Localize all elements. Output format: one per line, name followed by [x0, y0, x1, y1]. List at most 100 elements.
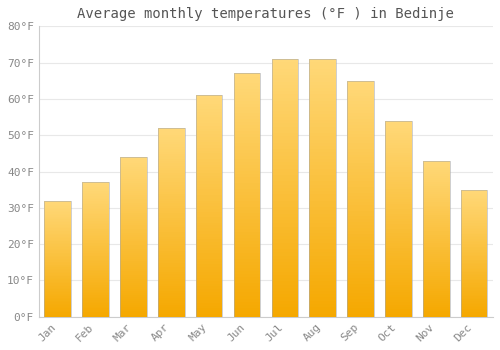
Bar: [158, 135, 184, 138]
Bar: [385, 256, 411, 258]
Bar: [120, 207, 146, 209]
Bar: [385, 189, 411, 192]
Bar: [310, 310, 336, 314]
Bar: [423, 217, 450, 219]
Bar: [82, 209, 109, 211]
Bar: [196, 201, 222, 203]
Bar: [158, 234, 184, 237]
Bar: [310, 59, 336, 62]
Bar: [158, 260, 184, 262]
Bar: [234, 314, 260, 317]
Bar: [234, 119, 260, 122]
Bar: [348, 166, 374, 169]
Bar: [272, 223, 298, 226]
Bar: [196, 189, 222, 192]
Bar: [82, 296, 109, 298]
Bar: [461, 309, 487, 310]
Bar: [196, 228, 222, 231]
Bar: [385, 123, 411, 126]
Bar: [234, 140, 260, 143]
Bar: [461, 315, 487, 317]
Bar: [44, 208, 71, 209]
Bar: [272, 204, 298, 207]
Bar: [385, 285, 411, 287]
Bar: [461, 291, 487, 293]
Bar: [423, 211, 450, 214]
Bar: [158, 215, 184, 218]
Bar: [385, 121, 411, 123]
Bar: [272, 69, 298, 72]
Bar: [196, 295, 222, 298]
Bar: [310, 246, 336, 249]
Bar: [272, 197, 298, 201]
Bar: [423, 204, 450, 205]
Bar: [385, 236, 411, 238]
Bar: [158, 206, 184, 208]
Bar: [234, 280, 260, 284]
Bar: [158, 230, 184, 232]
Bar: [272, 159, 298, 162]
Bar: [44, 234, 71, 236]
Bar: [310, 275, 336, 278]
Bar: [234, 207, 260, 210]
Bar: [348, 81, 374, 317]
Bar: [158, 246, 184, 248]
Bar: [348, 267, 374, 270]
Bar: [385, 197, 411, 199]
Bar: [385, 177, 411, 180]
Bar: [158, 220, 184, 222]
Bar: [120, 185, 146, 187]
Bar: [120, 209, 146, 211]
Bar: [385, 170, 411, 172]
Bar: [234, 229, 260, 232]
Bar: [82, 300, 109, 302]
Bar: [120, 259, 146, 261]
Bar: [310, 252, 336, 256]
Bar: [272, 272, 298, 275]
Bar: [120, 157, 146, 159]
Bar: [385, 138, 411, 140]
Bar: [310, 288, 336, 291]
Bar: [348, 284, 374, 287]
Bar: [461, 202, 487, 204]
Bar: [423, 311, 450, 313]
Bar: [423, 278, 450, 280]
Bar: [385, 278, 411, 280]
Bar: [120, 241, 146, 243]
Bar: [461, 285, 487, 287]
Bar: [348, 305, 374, 308]
Bar: [385, 160, 411, 162]
Bar: [348, 202, 374, 205]
Bar: [423, 229, 450, 231]
Bar: [461, 307, 487, 309]
Bar: [310, 265, 336, 268]
Bar: [196, 284, 222, 286]
Bar: [234, 155, 260, 159]
Bar: [272, 259, 298, 262]
Bar: [461, 275, 487, 277]
Bar: [272, 152, 298, 156]
Bar: [234, 131, 260, 134]
Bar: [385, 282, 411, 285]
Bar: [234, 210, 260, 214]
Bar: [158, 239, 184, 241]
Bar: [461, 234, 487, 236]
Bar: [234, 101, 260, 104]
Bar: [423, 170, 450, 172]
Bar: [272, 85, 298, 88]
Bar: [385, 150, 411, 153]
Bar: [385, 180, 411, 182]
Bar: [348, 281, 374, 284]
Bar: [385, 211, 411, 214]
Bar: [348, 311, 374, 314]
Bar: [385, 251, 411, 253]
Bar: [348, 252, 374, 255]
Bar: [120, 309, 146, 311]
Bar: [158, 270, 184, 272]
Bar: [272, 268, 298, 272]
Bar: [272, 230, 298, 233]
Bar: [158, 140, 184, 142]
Bar: [272, 104, 298, 107]
Bar: [385, 175, 411, 177]
Bar: [461, 190, 487, 191]
